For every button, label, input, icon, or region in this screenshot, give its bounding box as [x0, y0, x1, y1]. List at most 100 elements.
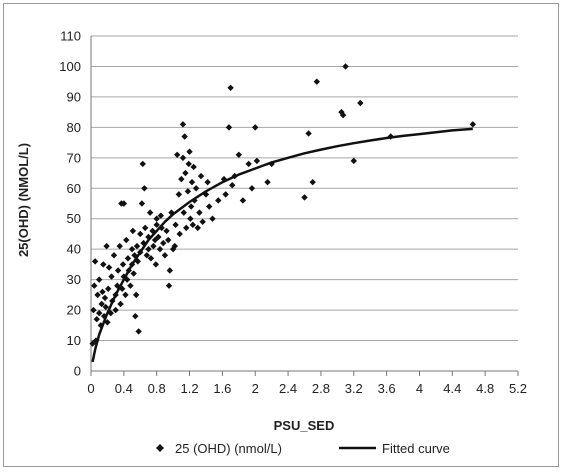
- data-point: [132, 291, 140, 299]
- chart-frame: [3, 3, 559, 467]
- fitted-curve-layer: [91, 127, 473, 363]
- y-tick-label: 40: [67, 242, 81, 257]
- data-point: [108, 273, 115, 280]
- data-point: [342, 63, 349, 70]
- data-point: [129, 227, 137, 235]
- data-point: [96, 276, 103, 283]
- y-axis-title: 25(OHD) (NMOL/L): [16, 143, 31, 257]
- x-tick-label: 2: [252, 381, 259, 396]
- data-point: [264, 178, 271, 186]
- tick-labels: 0 10 20 30 40 50 60 70 80 90 100 110 0 0.4 0.8 1.2 1.6 2 2…: [59, 29, 527, 397]
- data-point: [139, 160, 146, 168]
- data-point: [164, 236, 172, 244]
- data-point: [194, 224, 201, 232]
- x-tick-label: 0.8: [148, 381, 166, 396]
- data-point: [309, 178, 316, 186]
- data-point: [145, 245, 152, 253]
- data-point: [123, 236, 130, 244]
- data-point: [91, 282, 98, 289]
- y-tick-label: 90: [67, 89, 81, 104]
- x-tick-label: 0.4: [115, 381, 133, 396]
- data-point: [188, 178, 196, 186]
- data-point: [104, 319, 111, 326]
- data-point: [141, 224, 149, 232]
- y-tick-label: 100: [59, 59, 81, 74]
- x-tick-label: 1.6: [213, 381, 231, 396]
- data-point: [469, 121, 477, 128]
- data-point: [160, 239, 167, 247]
- fitted-curve-line: [91, 127, 473, 363]
- data-point: [313, 78, 321, 85]
- data-point: [253, 157, 261, 165]
- x-tick-label: 3.2: [345, 381, 363, 396]
- data-point: [133, 242, 141, 250]
- data-point: [156, 245, 164, 253]
- data-point: [172, 221, 179, 229]
- data-point: [229, 182, 236, 189]
- y-tick-label: 50: [67, 211, 81, 226]
- data-point: [225, 124, 233, 131]
- data-point: [181, 133, 188, 140]
- data-point: [119, 285, 126, 292]
- data-point: [146, 209, 154, 216]
- data-point: [132, 312, 139, 320]
- data-point: [222, 191, 229, 198]
- data-point: [166, 267, 174, 274]
- axes: [90, 36, 519, 376]
- data-point: [93, 316, 100, 323]
- legend-diamond-marker: [156, 444, 164, 452]
- data-point: [165, 282, 173, 289]
- data-point: [153, 221, 160, 229]
- data-point: [179, 154, 187, 162]
- x-tick-label: 5.2: [509, 381, 527, 396]
- data-point: [176, 230, 183, 238]
- data-point: [105, 285, 112, 292]
- data-point: [174, 151, 181, 158]
- y-tick-label: 10: [67, 333, 81, 348]
- data-point: [171, 242, 178, 250]
- data-point: [124, 255, 132, 262]
- data-point: [185, 160, 192, 168]
- data-point: [357, 99, 364, 107]
- legend: 25 (OHD) (nmol/L) Fitted curve: [156, 441, 450, 456]
- data-point: [122, 291, 129, 299]
- data-point: [130, 270, 137, 277]
- data-point: [127, 282, 134, 289]
- y-tick-label: 80: [67, 120, 81, 135]
- data-point: [152, 261, 160, 268]
- data-point: [117, 300, 124, 308]
- x-tick-label: 3.6: [378, 381, 396, 396]
- x-tick-label: 2.8: [312, 381, 330, 396]
- data-point: [199, 218, 206, 225]
- data-point: [137, 230, 144, 238]
- data-point: [99, 288, 106, 296]
- data-point: [190, 163, 197, 171]
- y-tick-label: 0: [74, 364, 81, 379]
- x-tick-label: 4.8: [476, 381, 494, 396]
- data-point: [119, 261, 127, 268]
- data-point: [301, 194, 308, 201]
- data-point: [102, 303, 109, 311]
- data-point: [114, 267, 122, 274]
- data-point: [90, 306, 97, 314]
- data-point: [116, 242, 123, 250]
- x-tick-label: 4: [416, 381, 423, 396]
- data-point: [175, 191, 183, 198]
- data-point: [105, 264, 113, 271]
- data-point: [350, 157, 357, 165]
- y-tick-label: 60: [67, 181, 81, 196]
- data-point: [157, 212, 164, 219]
- y-tick-label: 70: [67, 150, 81, 165]
- data-points: [89, 63, 477, 347]
- data-point: [110, 252, 118, 259]
- legend-label-curve: Fitted curve: [382, 441, 450, 456]
- data-point: [184, 188, 192, 195]
- data-point: [197, 172, 205, 180]
- data-point: [196, 209, 203, 216]
- data-point: [101, 294, 109, 302]
- data-point: [204, 178, 211, 186]
- data-point: [245, 160, 252, 168]
- data-point: [98, 300, 105, 308]
- data-point: [163, 227, 170, 235]
